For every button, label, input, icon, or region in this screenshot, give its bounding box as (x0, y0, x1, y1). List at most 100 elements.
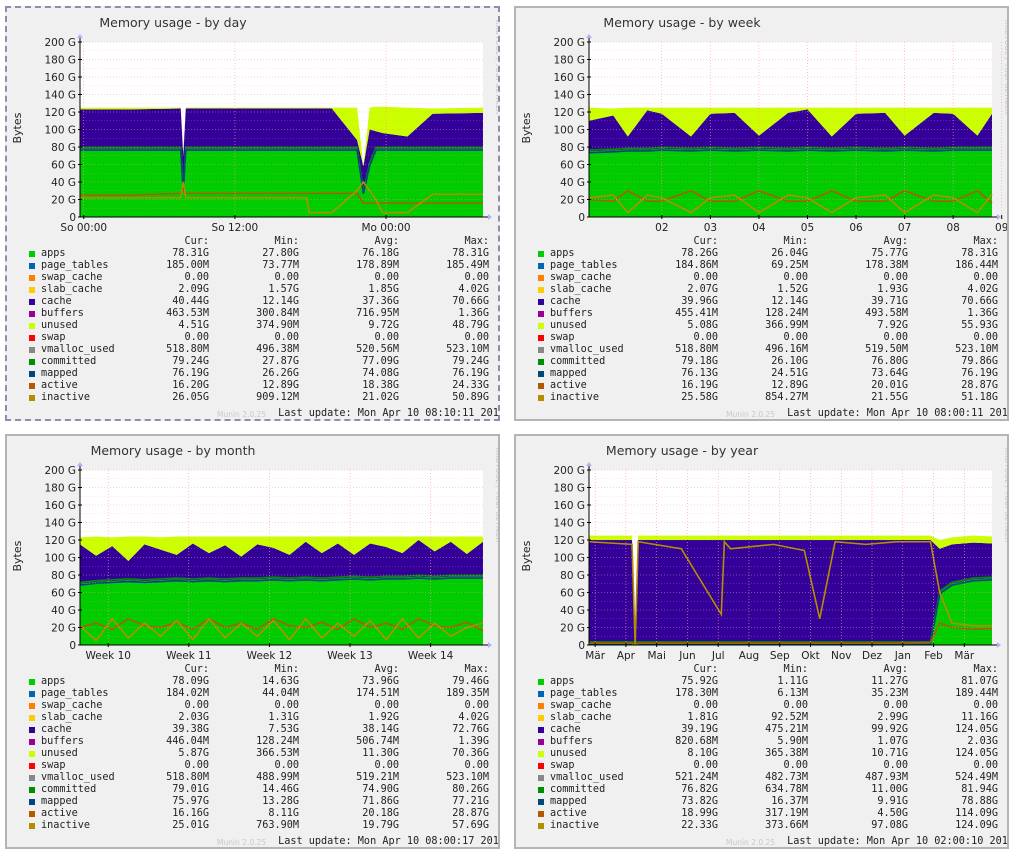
legend-row-apps: apps 78.26G 26.04G 75.77G 78.31G (538, 248, 1007, 260)
legend-header-max: Max: (464, 236, 489, 247)
legend-cur: 0.00 (693, 700, 718, 711)
x-axis-arrow (997, 214, 1001, 220)
legend-min: 27.80G (262, 248, 299, 259)
legend-cur: 5.87G (178, 748, 209, 759)
legend-swatch (29, 395, 35, 401)
legend-name: apps (41, 676, 66, 687)
area-apps (80, 148, 483, 217)
legend-cur: 0.00 (184, 332, 209, 343)
legend-min: 128.24M (765, 308, 808, 319)
y-tick-label: 0 (578, 640, 585, 652)
legend-min: 1.11G (777, 676, 808, 687)
legend-min: 854.27M (765, 392, 808, 403)
legend-swatch (29, 715, 35, 721)
legend-min: 1.57G (268, 284, 299, 295)
legend-min: 475.21M (765, 724, 808, 735)
legend-name: committed (41, 784, 97, 795)
legend-cur: 185.00M (166, 260, 209, 271)
legend-min: 8.11G (268, 808, 299, 819)
legend-max: 78.31G (452, 248, 489, 259)
legend-max: 28.87G (452, 808, 489, 819)
legend-name: page_tables (41, 688, 109, 699)
y-tick-label: 140 G (44, 518, 76, 530)
last-update: Last update: Mon Apr 10 08:00:17 2017 (278, 836, 500, 847)
y-tick-label: 200 G (553, 465, 585, 477)
legend-avg: 0.00 (374, 272, 399, 283)
panel-month[interactable]: Memory usage - by month RRDTOOL / TOBI OE… (5, 434, 500, 849)
legend-row-committed: committed 79.18G 26.10G 76.80G 79.86G (538, 356, 1007, 368)
legend-avg: 519.50M (865, 344, 908, 355)
legend-max: 76.19G (961, 368, 998, 379)
y-tick-label: 0 (69, 212, 76, 224)
legend-max: 189.35M (446, 688, 489, 699)
legend-cur: 39.96G (681, 296, 718, 307)
panel-year[interactable]: Memory usage - by year RRDTOOL / TOBI OET… (514, 434, 1009, 849)
legend-min: 496.16M (765, 344, 808, 355)
legend-max: 0.00 (973, 332, 998, 343)
legend-min: 0.00 (274, 272, 299, 283)
legend-name: mapped (550, 368, 587, 379)
legend-avg: 73.96G (362, 676, 399, 687)
legend-swatch (29, 383, 35, 389)
x-tick-label: Feb (924, 650, 943, 662)
last-update: Last update: Mon Apr 10 08:10:11 2017 (278, 408, 500, 419)
legend-min: 69.25M (771, 260, 808, 271)
legend-min: 26.04G (771, 248, 808, 259)
rrdtool-credit: RRDTOOL / TOBI OETIKER (494, 448, 500, 543)
legend-swatch (538, 371, 544, 377)
legend-min: 13.28G (262, 796, 299, 807)
legend-avg: 0.00 (374, 700, 399, 711)
legend-name: cache (550, 724, 581, 735)
legend-header-max: Max: (464, 664, 489, 675)
legend-swatch (29, 799, 35, 805)
legend-max: 124.05G (955, 748, 998, 759)
x-tick-label: Mär (585, 650, 605, 662)
legend-min: 634.78M (765, 784, 808, 795)
legend-avg: 21.55G (871, 392, 908, 403)
legend-min: 44.04M (262, 688, 299, 699)
legend-row-inactive: inactive 25.01G 763.90M 19.79G 57.69G (29, 820, 498, 832)
legend-max: 186.44M (955, 260, 998, 271)
line-inactive (80, 180, 483, 214)
area-unused (589, 107, 992, 137)
munin-version: Munin 2.0.25 (217, 410, 267, 419)
y-tick-label: 100 G (553, 125, 585, 137)
grid-lines (589, 469, 992, 646)
legend-min: 0.00 (783, 760, 808, 771)
legend-avg: 1.93G (877, 284, 908, 295)
legend-min: 27.87G (262, 356, 299, 367)
legend-max: 114.09G (955, 808, 998, 819)
y-tick-label: 0 (578, 212, 585, 224)
legend-avg: 11.30G (362, 748, 399, 759)
legend-swatch (29, 679, 35, 685)
legend-max: 4.02G (967, 284, 998, 295)
legend-max: 28.87G (961, 380, 998, 391)
legend-min: 374.90M (256, 320, 299, 331)
legend-cur: 184.02M (166, 688, 209, 699)
y-axis-arrow (77, 34, 83, 38)
legend-max: 124.05G (955, 724, 998, 735)
legend-swatch (29, 811, 35, 817)
panel-week[interactable]: Memory usage - by week RRDTOOL / TOBI OET… (514, 6, 1009, 421)
area-unused (80, 106, 483, 167)
legend-name: inactive (41, 820, 91, 831)
legend-swatch (538, 823, 544, 829)
legend-row-active: active 16.20G 12.89G 18.38G 24.33G (29, 380, 498, 392)
legend-max: 1.36G (458, 308, 489, 319)
panel-day[interactable]: Memory usage - by day RRDTOOL / TOBI OETI… (5, 6, 500, 421)
x-tick-label: Jan (894, 650, 911, 662)
legend-header: Cur: Min: Avg: Max: (538, 664, 1007, 676)
legend-name: cache (41, 724, 72, 735)
legend-row-buffers: buffers 446.04M 128.24M 506.74M 1.39G (29, 736, 498, 748)
y-tick-label: 120 G (44, 107, 76, 119)
legend-swatch (29, 299, 35, 305)
grid-lines (80, 41, 483, 218)
legend-row-mapped: mapped 73.82G 16.37M 9.91G 78.88G (538, 796, 1007, 808)
x-tick-label: Sep (770, 650, 790, 662)
line-committed (588, 146, 992, 151)
legend-max: 81.07G (961, 676, 998, 687)
legend-max: 1.39G (458, 736, 489, 747)
legend-cur: 446.04M (166, 736, 209, 747)
legend-row-mapped: mapped 76.19G 26.26G 74.08G 76.19G (29, 368, 498, 380)
legend-avg: 11.00G (871, 784, 908, 795)
